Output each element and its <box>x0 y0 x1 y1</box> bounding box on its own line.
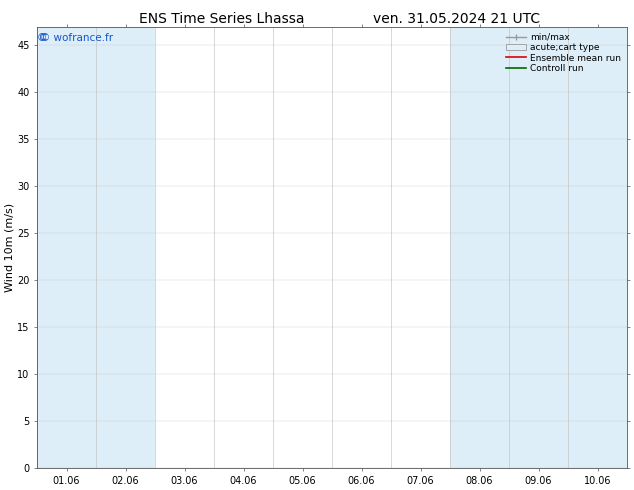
Bar <box>96 26 155 468</box>
Bar <box>568 26 627 468</box>
Text: ©: © <box>37 33 48 43</box>
Y-axis label: Wind 10m (m/s): Wind 10m (m/s) <box>4 203 14 292</box>
Bar <box>450 26 509 468</box>
Text: © wofrance.fr: © wofrance.fr <box>40 33 113 43</box>
Text: ENS Time Series Lhassa: ENS Time Series Lhassa <box>139 12 305 26</box>
Bar <box>509 26 568 468</box>
Text: ven. 31.05.2024 21 UTC: ven. 31.05.2024 21 UTC <box>373 12 540 26</box>
Legend: min/max, acute;cart type, Ensemble mean run, Controll run: min/max, acute;cart type, Ensemble mean … <box>505 31 623 75</box>
Bar <box>37 26 96 468</box>
